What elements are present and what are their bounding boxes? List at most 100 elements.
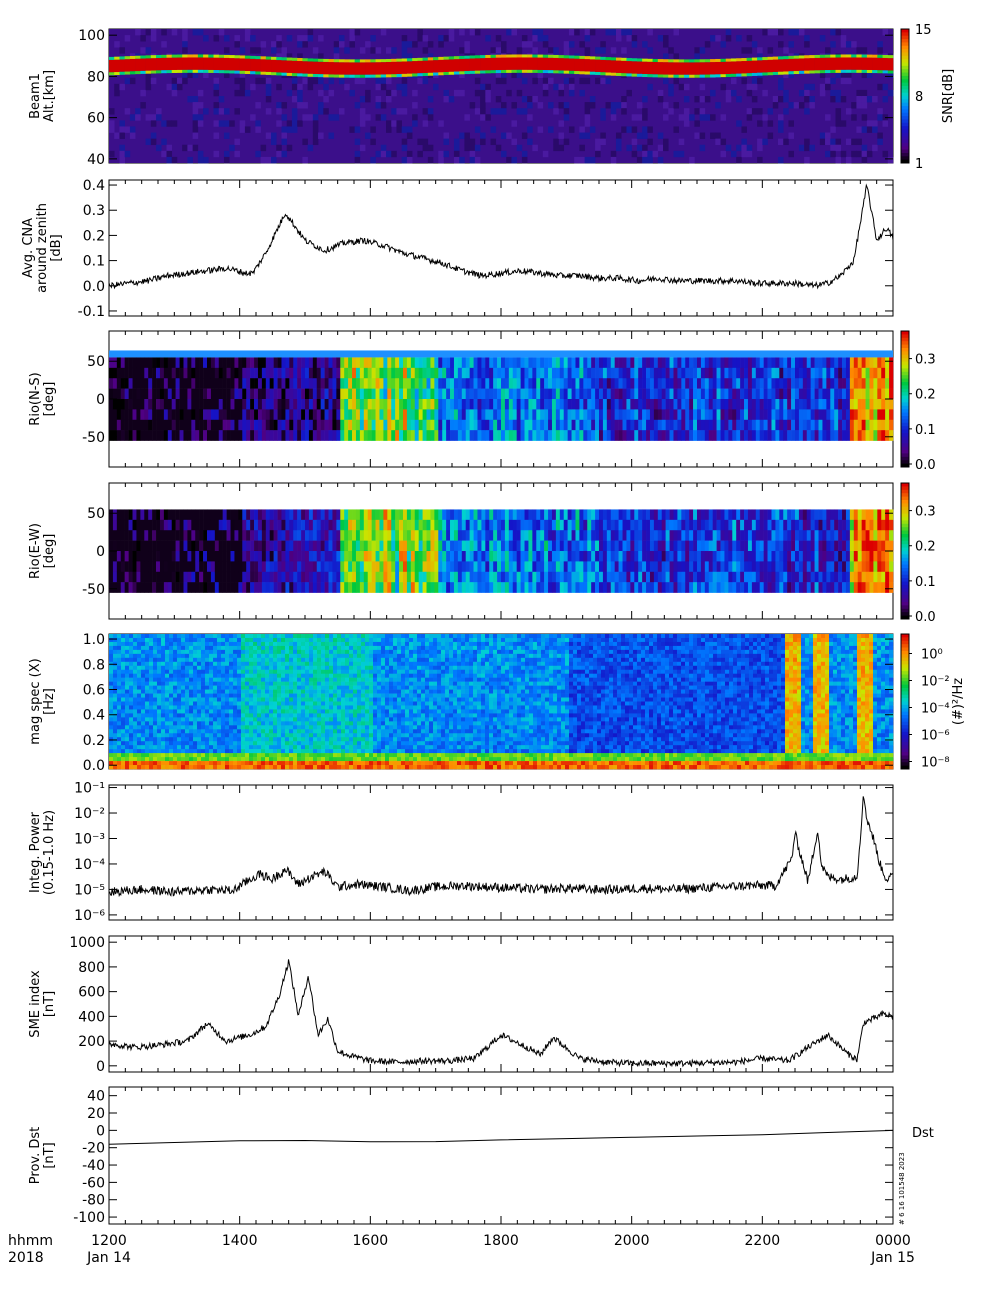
snr-band-edge <box>391 58 397 62</box>
rio-cell <box>109 551 114 562</box>
rio-cell <box>559 430 565 441</box>
y-axis-label: Alt.[km] <box>42 70 57 122</box>
rio-cell <box>563 582 568 593</box>
rio-cell <box>426 409 431 421</box>
rio-cell <box>485 367 490 379</box>
rio-cell <box>759 582 764 593</box>
rio-cell <box>653 399 659 410</box>
rio-cell <box>305 388 310 400</box>
rio-cell <box>112 530 118 541</box>
snr-cell <box>176 77 183 85</box>
rio-cell <box>446 530 451 541</box>
rio-cell <box>399 540 404 552</box>
rio-cell <box>532 551 537 562</box>
rio-cell <box>814 430 819 441</box>
rio-cell <box>234 378 239 389</box>
rio-cell <box>669 409 674 421</box>
rio-cell <box>359 509 365 521</box>
snr-band-edge <box>129 71 136 75</box>
snr-band-edge <box>370 74 376 78</box>
snr-cell <box>427 144 434 152</box>
rio-cell <box>587 530 592 541</box>
colorbar-cell <box>901 149 909 154</box>
snr-cell <box>244 126 251 133</box>
rio-cell <box>681 419 686 431</box>
rio-cell <box>634 388 639 400</box>
rio-cell <box>571 378 576 389</box>
rio-cell <box>861 388 866 400</box>
snr-band-edge <box>469 55 476 59</box>
snr-band-cell <box>819 57 826 71</box>
snr-cell <box>459 156 465 164</box>
snr-cell <box>872 144 878 152</box>
rio-cell <box>277 430 282 441</box>
rio-cell <box>242 399 247 410</box>
rio-cell <box>661 571 666 583</box>
rio-cell <box>301 582 306 593</box>
rio-cell <box>532 388 537 400</box>
rio-cell <box>226 530 231 541</box>
rio-cell <box>159 367 165 379</box>
rio-cell <box>685 519 690 531</box>
rio-cell <box>493 419 498 431</box>
rio-cell <box>203 519 208 531</box>
rio-cell <box>371 388 376 400</box>
rio-cell <box>163 509 169 521</box>
snr-cell <box>631 35 638 42</box>
snr-band-cell <box>730 61 737 74</box>
rio-cell <box>681 409 686 421</box>
snr-band-edge <box>615 72 622 76</box>
rio-cell <box>230 571 235 583</box>
snr-band-cell <box>668 62 674 75</box>
rio-cell <box>595 530 600 541</box>
rio-cell <box>700 509 706 521</box>
snr-cell <box>271 156 277 164</box>
snr-cell <box>861 47 868 54</box>
colorbar-cell <box>901 439 909 444</box>
rio-cell <box>175 509 180 521</box>
rio-cell <box>669 571 674 583</box>
rio-cell <box>504 571 510 583</box>
snr-band-cell <box>453 59 460 72</box>
rio-cell <box>669 399 674 410</box>
rio-cell <box>751 551 757 562</box>
snr-band-edge <box>312 58 319 62</box>
rio-cell <box>277 509 282 521</box>
rio-cell <box>352 540 357 552</box>
rio-cell <box>512 519 517 531</box>
rio-cell <box>285 419 290 431</box>
snr-cell <box>391 120 397 127</box>
rio-cell <box>132 540 137 552</box>
rio-cell <box>159 419 165 431</box>
rio-cell <box>281 540 286 552</box>
rio-cell <box>163 367 169 379</box>
snr-cell <box>778 77 784 85</box>
snr-cell <box>694 47 700 54</box>
rio-cell <box>116 582 122 593</box>
rio-cell <box>167 582 173 593</box>
snr-band-edge <box>349 59 355 63</box>
rio-cell <box>681 388 686 400</box>
rio-cell <box>579 530 584 541</box>
rio-cell <box>704 419 710 431</box>
snr-cell <box>882 150 889 158</box>
rio-cell <box>195 509 200 521</box>
snr-cell <box>480 114 486 121</box>
snr-cell <box>323 108 329 115</box>
rio-cell <box>265 367 271 379</box>
snr-cell <box>579 132 585 139</box>
rio-cell <box>383 378 388 389</box>
rio-cell <box>759 509 764 521</box>
rio-cell <box>195 399 200 410</box>
rio-cell <box>669 551 674 562</box>
y-tick-label: 0 <box>96 392 105 408</box>
rio-cell <box>477 399 482 410</box>
rio-cell <box>359 430 365 441</box>
rio-cell <box>414 571 419 583</box>
snr-cell <box>845 41 852 48</box>
snr-cell <box>344 83 350 91</box>
rio-cell <box>183 530 188 541</box>
rio-cell <box>191 540 196 552</box>
rio-cell <box>728 378 733 389</box>
snr-cell <box>197 29 204 36</box>
